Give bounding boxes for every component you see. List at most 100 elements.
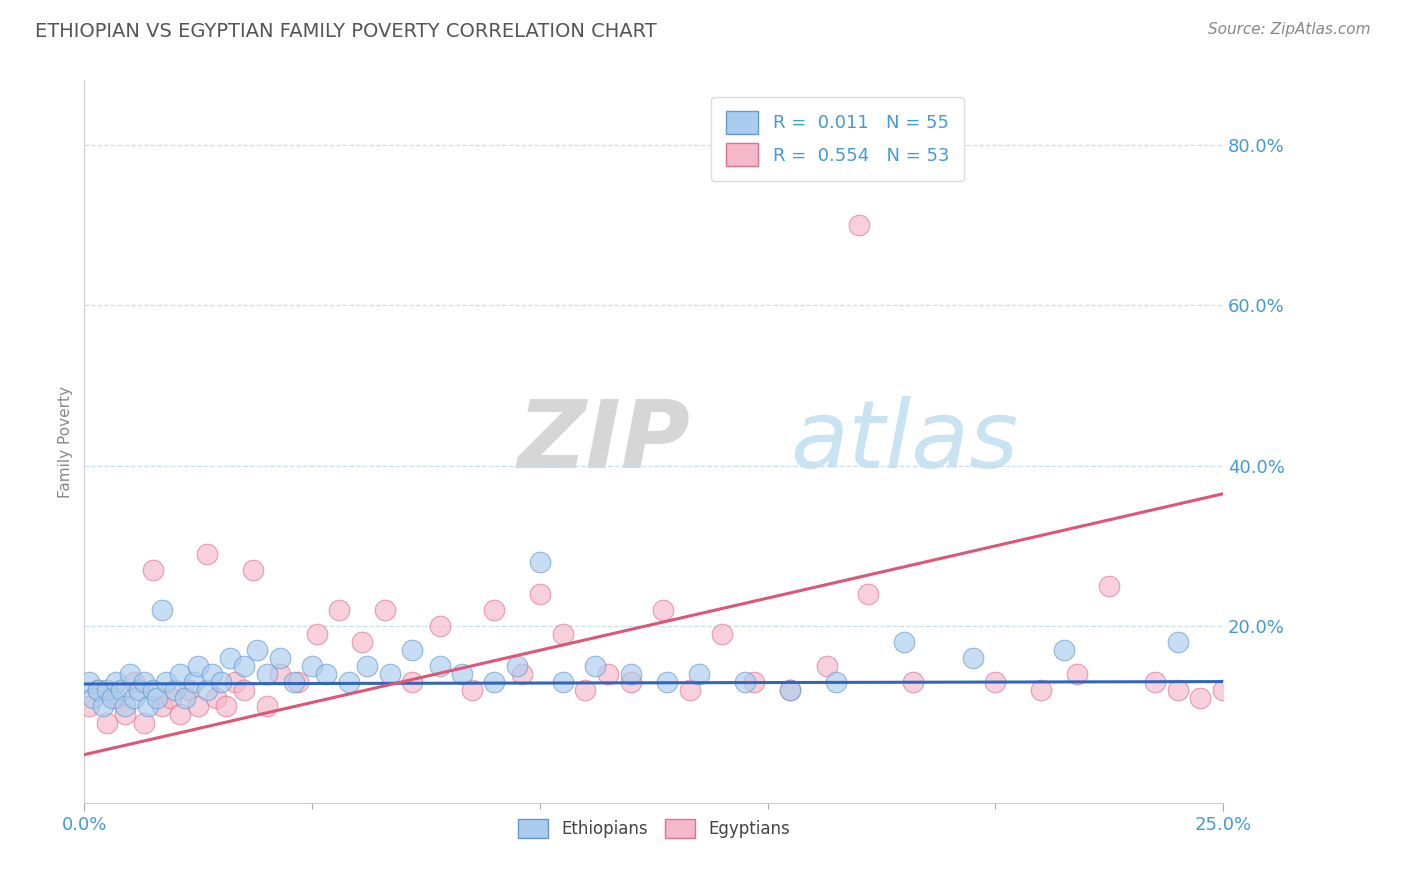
Point	[96, 683, 118, 698]
Point	[256, 667, 278, 681]
Point	[825, 675, 848, 690]
Point	[429, 659, 451, 673]
Point	[1167, 635, 1189, 649]
Point	[1066, 667, 1088, 681]
Point	[150, 699, 173, 714]
Point	[201, 667, 224, 681]
Point	[779, 683, 801, 698]
Point	[232, 683, 254, 698]
Point	[315, 667, 337, 681]
Point	[688, 667, 710, 681]
Point	[169, 707, 191, 722]
Point	[401, 643, 423, 657]
Point	[246, 643, 269, 657]
Point	[779, 683, 801, 698]
Point	[1189, 691, 1212, 706]
Point	[506, 659, 529, 673]
Point	[155, 675, 177, 690]
Point	[328, 603, 350, 617]
Point	[848, 218, 870, 232]
Point	[529, 587, 551, 601]
Point	[219, 651, 242, 665]
Point	[620, 667, 643, 681]
Point	[484, 603, 506, 617]
Point	[160, 691, 183, 706]
Point	[598, 667, 620, 681]
Point	[132, 715, 155, 730]
Point	[187, 659, 209, 673]
Point	[165, 683, 187, 698]
Point	[484, 675, 506, 690]
Point	[651, 603, 673, 617]
Point	[173, 691, 195, 706]
Point	[132, 675, 155, 690]
Point	[620, 675, 643, 690]
Point	[150, 603, 173, 617]
Point	[209, 675, 232, 690]
Point	[124, 675, 146, 690]
Point	[214, 699, 236, 714]
Point	[551, 627, 574, 641]
Text: atlas: atlas	[790, 396, 1019, 487]
Point	[205, 691, 228, 706]
Point	[269, 651, 291, 665]
Point	[146, 691, 169, 706]
Point	[77, 675, 100, 690]
Point	[742, 675, 765, 690]
Point	[551, 675, 574, 690]
Point	[1167, 683, 1189, 698]
Point	[100, 691, 122, 706]
Point	[232, 659, 254, 673]
Point	[142, 683, 165, 698]
Point	[142, 563, 165, 577]
Point	[401, 675, 423, 690]
Point	[118, 667, 141, 681]
Text: ZIP: ZIP	[517, 395, 690, 488]
Point	[815, 659, 838, 673]
Point	[287, 675, 309, 690]
Point	[337, 675, 360, 690]
Point	[195, 547, 218, 561]
Point	[224, 675, 246, 690]
Point	[510, 667, 533, 681]
Point	[374, 603, 396, 617]
Point	[1212, 683, 1234, 698]
Point	[1143, 675, 1166, 690]
Point	[110, 683, 132, 698]
Point	[82, 691, 104, 706]
Point	[114, 699, 136, 714]
Point	[124, 691, 146, 706]
Point	[451, 667, 474, 681]
Point	[1029, 683, 1052, 698]
Point	[903, 675, 925, 690]
Point	[657, 675, 679, 690]
Point	[429, 619, 451, 633]
Point	[195, 683, 218, 698]
Point	[105, 691, 128, 706]
Point	[460, 683, 482, 698]
Point	[183, 675, 205, 690]
Point	[1053, 643, 1076, 657]
Text: Source: ZipAtlas.com: Source: ZipAtlas.com	[1208, 22, 1371, 37]
Point	[711, 627, 734, 641]
Point	[96, 715, 118, 730]
Point	[105, 675, 128, 690]
Point	[356, 659, 378, 673]
Point	[734, 675, 756, 690]
Text: ETHIOPIAN VS EGYPTIAN FAMILY POVERTY CORRELATION CHART: ETHIOPIAN VS EGYPTIAN FAMILY POVERTY COR…	[35, 22, 657, 41]
Point	[574, 683, 596, 698]
Point	[187, 699, 209, 714]
Y-axis label: Family Poverty: Family Poverty	[58, 385, 73, 498]
Point	[256, 699, 278, 714]
Point	[305, 627, 328, 641]
Point	[1098, 579, 1121, 593]
Point	[269, 667, 291, 681]
Point	[77, 699, 100, 714]
Point	[128, 683, 150, 698]
Point	[283, 675, 305, 690]
Legend: Ethiopians, Egyptians: Ethiopians, Egyptians	[512, 813, 796, 845]
Point	[529, 555, 551, 569]
Point	[301, 659, 323, 673]
Point	[179, 683, 201, 698]
Point	[114, 707, 136, 722]
